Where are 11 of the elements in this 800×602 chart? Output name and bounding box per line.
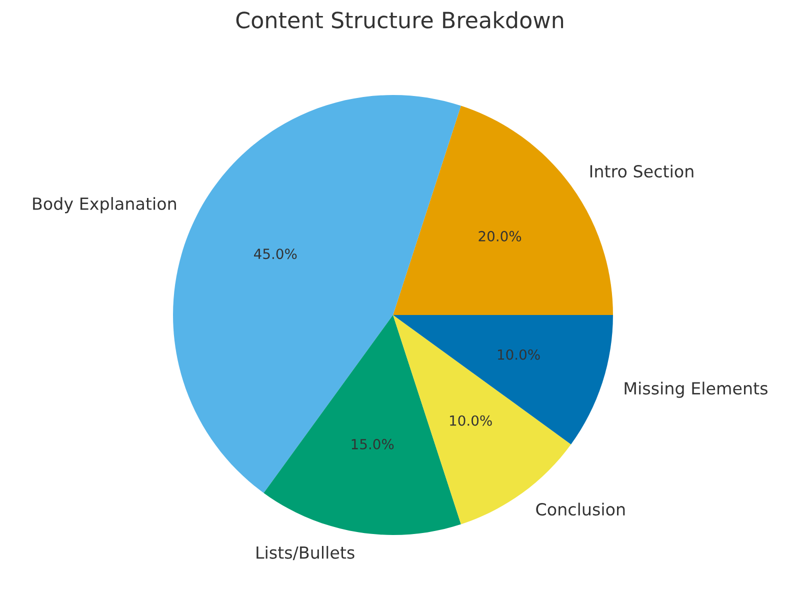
data-label: 10.0%	[450, 415, 492, 426]
slice-label: Intro Section	[590, 164, 694, 178]
chart-title: Content Structure Breakdown	[236, 11, 564, 28]
data-label: 45.0%	[254, 248, 297, 260]
data-label: 15.0%	[352, 438, 394, 450]
data-label: 10.0%	[498, 349, 540, 360]
slice-label: Conclusion	[536, 502, 625, 516]
slice-label: Missing Elements	[624, 382, 768, 398]
slice-label: Body Explanation	[33, 197, 176, 214]
data-label: 20.0%	[478, 230, 522, 242]
slice-label: Lists/Bullets	[256, 546, 354, 560]
